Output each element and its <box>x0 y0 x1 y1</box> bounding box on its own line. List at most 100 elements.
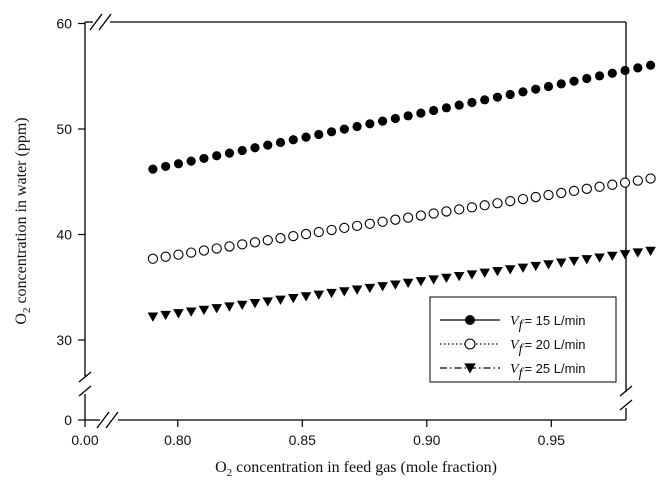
data-point <box>224 241 235 252</box>
break-mark-bottom-2 <box>105 411 119 429</box>
data-point <box>236 300 248 310</box>
x-tick-label-0.95: 0.95 <box>538 432 565 448</box>
data-point <box>390 280 401 290</box>
legend-marker-3 <box>464 363 476 374</box>
data-point <box>364 283 376 294</box>
data-point <box>249 299 261 309</box>
data-point <box>556 187 567 199</box>
y-tick-label-40: 40 <box>56 227 72 243</box>
data-point <box>314 129 324 140</box>
y-tick-label-60: 60 <box>56 16 72 32</box>
data-point <box>620 65 630 76</box>
data-point <box>569 76 579 86</box>
data-point <box>147 253 159 264</box>
data-point <box>441 206 452 217</box>
data-point <box>619 250 631 260</box>
x-tick-label-0.85: 0.85 <box>289 432 316 448</box>
data-point <box>339 287 350 297</box>
data-point <box>173 309 184 319</box>
axis-breaks <box>78 13 633 429</box>
data-point <box>237 239 248 250</box>
break-mark-bottom-1 <box>96 411 110 429</box>
data-point <box>377 282 388 292</box>
data-point <box>198 305 210 316</box>
data-point <box>441 273 452 283</box>
data-point <box>377 216 388 227</box>
data-point <box>288 230 299 242</box>
data-point <box>607 179 618 190</box>
data-point <box>466 202 478 213</box>
data-point <box>416 108 426 118</box>
data-point <box>339 222 350 234</box>
data-point <box>632 248 644 258</box>
data-point <box>212 151 222 161</box>
y-tick-label-30: 30 <box>56 332 72 348</box>
data-point <box>148 164 158 174</box>
data-point <box>351 285 363 295</box>
data-point <box>492 266 503 277</box>
tick-marks <box>78 22 552 427</box>
data-point <box>186 156 196 166</box>
data-point <box>160 251 171 262</box>
break-mark-right-2 <box>619 399 633 411</box>
data-point <box>480 95 490 105</box>
series-layer <box>147 60 656 322</box>
data-point <box>224 148 235 158</box>
x-tick-label-0.00: 0.00 <box>71 432 98 448</box>
data-point <box>517 263 529 273</box>
data-point <box>633 63 643 73</box>
data-point <box>504 265 516 275</box>
data-point <box>479 200 490 211</box>
data-point <box>300 292 312 302</box>
data-point <box>211 243 222 254</box>
data-point <box>454 204 465 215</box>
y-tick-label-50: 50 <box>56 121 72 137</box>
data-point <box>441 103 452 113</box>
data-point <box>301 132 311 142</box>
data-point <box>568 256 580 267</box>
data-point <box>645 246 656 256</box>
data-point <box>594 71 605 81</box>
data-point <box>390 113 400 124</box>
x-tick-label-0.80: 0.80 <box>164 432 191 448</box>
data-point <box>275 137 286 148</box>
data-point <box>454 100 464 110</box>
legend-label-2: Vf = 20 L/min <box>510 337 586 357</box>
data-point <box>211 304 222 314</box>
data-point <box>364 218 375 229</box>
legend: Vf = 15 L/min Vf = 20 L/min Vf = 25 L/min <box>429 296 617 383</box>
tick-labels: 0.000.800.850.900.951.00030405060 <box>56 16 565 449</box>
data-point <box>492 198 503 209</box>
series-3 <box>147 246 656 322</box>
y-tick-label-0: 0 <box>64 412 72 428</box>
data-point <box>147 312 159 322</box>
data-point <box>543 81 554 92</box>
data-point <box>645 60 656 70</box>
plot-frame <box>84 21 627 421</box>
break-mark-left-2 <box>78 385 92 397</box>
data-point <box>365 119 375 129</box>
data-point <box>428 275 439 285</box>
data-point <box>607 251 618 262</box>
data-point <box>581 183 592 194</box>
data-point <box>224 302 235 312</box>
data-point <box>568 185 580 197</box>
data-point <box>173 159 184 169</box>
data-point <box>263 140 273 150</box>
data-point <box>543 189 554 201</box>
data-point <box>479 268 490 278</box>
data-point <box>186 247 197 258</box>
data-point <box>645 173 656 184</box>
data-point <box>339 124 349 134</box>
data-point <box>250 143 260 153</box>
data-point <box>429 105 439 116</box>
break-mark-top-2 <box>98 13 112 31</box>
data-point <box>378 116 388 126</box>
data-point <box>198 245 210 256</box>
data-point <box>428 208 439 219</box>
x-axis-title: O2 concentration in feed gas (mole fract… <box>215 459 497 479</box>
data-point <box>518 87 528 97</box>
data-point <box>161 161 171 172</box>
legend-box <box>429 296 617 383</box>
data-point <box>237 145 247 156</box>
